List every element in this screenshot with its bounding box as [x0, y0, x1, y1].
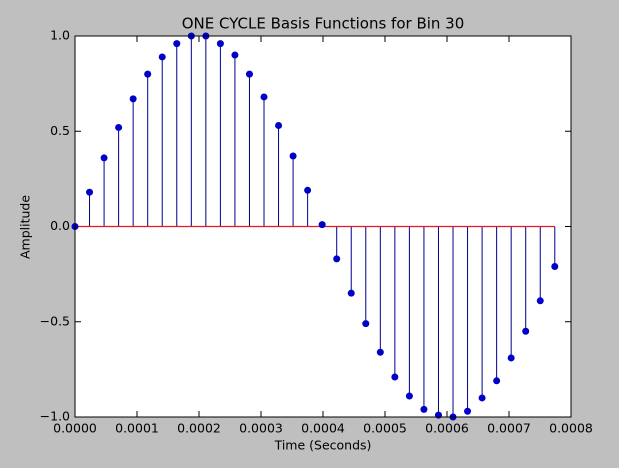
x-tick-label: 0.0002: [177, 421, 221, 436]
marker: [347, 289, 355, 297]
marker: [434, 411, 442, 419]
marker: [260, 93, 268, 101]
marker: [522, 327, 530, 335]
x-tick-label: 0.0004: [301, 421, 345, 436]
marker: [464, 407, 472, 415]
x-tick-label: 0.0003: [239, 421, 283, 436]
x-tick-label: 0.0006: [425, 421, 469, 436]
x-tick-label: 0.0007: [487, 421, 531, 436]
marker: [144, 70, 152, 78]
x-tick-label: 0.0001: [115, 421, 159, 436]
marker: [304, 186, 312, 194]
marker: [536, 297, 544, 305]
marker: [333, 255, 341, 263]
marker: [391, 373, 399, 381]
y-axis-label: Amplitude: [18, 195, 33, 259]
marker: [275, 122, 283, 130]
x-tick-label: 0.0008: [549, 421, 593, 436]
marker: [158, 53, 166, 61]
marker: [362, 320, 370, 328]
y-tick-label: −0.5: [40, 313, 70, 328]
x-tick-label: 0.0000: [53, 421, 97, 436]
marker: [86, 188, 94, 196]
marker: [115, 123, 123, 131]
marker: [493, 377, 501, 385]
x-tick-label: 0.0005: [363, 421, 407, 436]
marker: [231, 51, 239, 59]
marker: [478, 394, 486, 402]
y-tick-label: 1.0: [50, 28, 70, 43]
marker: [129, 95, 137, 103]
marker: [289, 152, 297, 160]
marker: [420, 405, 428, 413]
marker: [245, 70, 253, 78]
marker: [173, 40, 181, 48]
marker: [216, 40, 224, 48]
marker: [376, 348, 384, 356]
marker: [318, 221, 326, 229]
marker: [100, 154, 108, 162]
marker: [507, 354, 515, 362]
y-tick-label: −1.0: [40, 409, 70, 424]
plot-frame: [74, 35, 572, 418]
y-tick-label: 0.5: [50, 123, 70, 138]
x-axis-label: Time (Seconds): [274, 438, 372, 453]
chart-title: ONE CYCLE Basis Functions for Bin 30: [182, 15, 465, 33]
marker: [551, 263, 559, 271]
y-tick-label: 0.0: [50, 218, 70, 233]
marker: [405, 392, 413, 400]
